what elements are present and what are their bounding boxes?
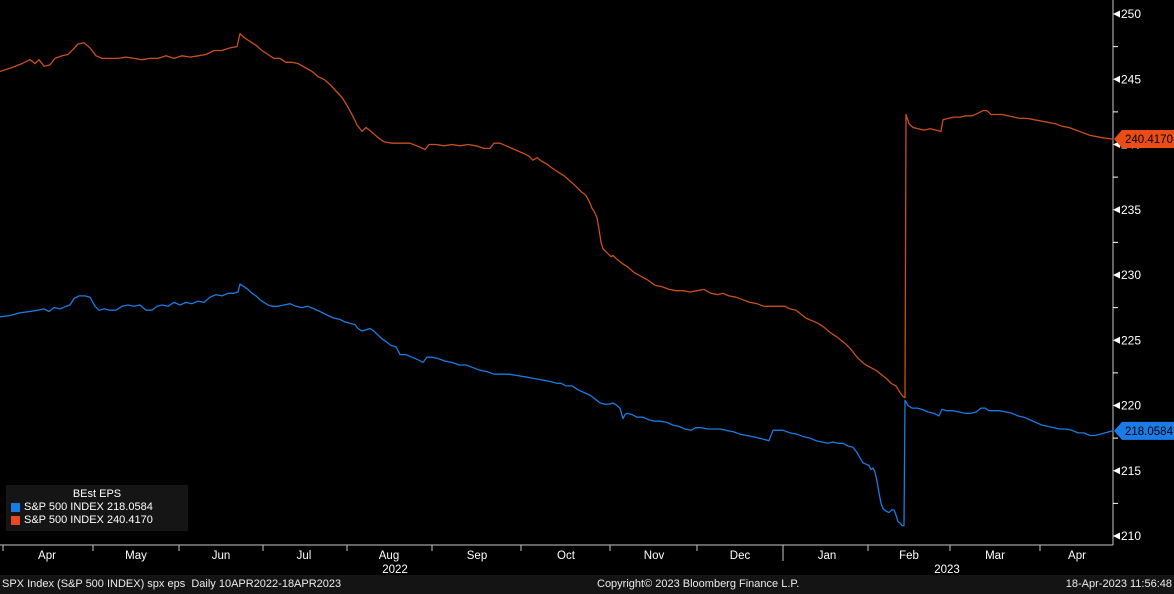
y-axis-tick-label: 235 bbox=[1121, 203, 1141, 217]
x-axis-month-label: Apr bbox=[38, 550, 56, 562]
x-axis-month-label: May bbox=[125, 550, 147, 562]
x-axis-month-label: Jan bbox=[818, 550, 837, 562]
legend-item-blue: S&P 500 INDEX 218.0584 bbox=[11, 501, 183, 514]
y-axis-major-tick bbox=[1113, 75, 1120, 83]
y-axis-major-tick bbox=[1113, 467, 1120, 475]
y-axis-major-tick bbox=[1113, 10, 1120, 18]
x-axis-month-label: Apr bbox=[1068, 550, 1086, 562]
chart-legend: BEst EPS S&P 500 INDEX 218.0584 S&P 500 … bbox=[6, 485, 188, 531]
x-axis-month-label: Aug bbox=[379, 550, 399, 562]
status-bar: SPX Index (S&P 500 INDEX) spx eps Daily … bbox=[0, 575, 1174, 594]
x-axis-month-label: Feb bbox=[899, 550, 919, 562]
y-axis-tick-label: 225 bbox=[1121, 333, 1141, 347]
y-axis-tick-label: 220 bbox=[1121, 399, 1141, 413]
y-axis-major-tick bbox=[1113, 402, 1120, 409]
status-security-info: SPX Index (S&P 500 INDEX) spx eps Daily … bbox=[2, 578, 342, 590]
y-axis-major-tick bbox=[1113, 532, 1120, 540]
x-axis-month-label: Nov bbox=[644, 550, 665, 562]
x-axis-year-label: 2023 bbox=[934, 564, 960, 576]
legend-item-orange-label: S&P 500 INDEX 240.4170 bbox=[24, 514, 153, 526]
y-axis-major-tick bbox=[1113, 271, 1120, 279]
x-axis-month-label: Jul bbox=[297, 550, 312, 562]
legend-item-orange: S&P 500 INDEX 240.4170 bbox=[11, 514, 183, 527]
y-axis-tick-label: 250 bbox=[1121, 7, 1141, 21]
x-axis-month-label: Jun bbox=[212, 550, 231, 562]
x-axis-month-label: Mar bbox=[985, 550, 1005, 562]
x-axis-month-label: Dec bbox=[730, 550, 751, 562]
x-axis-month-label: Sep bbox=[467, 550, 487, 562]
series-swatch-orange bbox=[11, 516, 20, 525]
legend-item-blue-label: S&P 500 INDEX 218.0584 bbox=[24, 501, 153, 513]
price-tag-orange bbox=[1114, 130, 1174, 149]
legend-title: BEst EPS bbox=[72, 488, 122, 500]
y-axis-tick-label: 215 bbox=[1121, 464, 1141, 478]
price-tag-blue-value: 218.0584 bbox=[1125, 426, 1174, 438]
y-axis-tick-label: 230 bbox=[1121, 268, 1141, 282]
y-axis-major-tick bbox=[1113, 336, 1120, 344]
series-line-orange bbox=[0, 32, 1114, 399]
series-line-blue bbox=[0, 283, 1114, 527]
y-axis-tick-label: 245 bbox=[1121, 72, 1141, 86]
price-tag-orange-value: 240.4170 bbox=[1125, 134, 1173, 146]
x-axis-year-label: 2022 bbox=[382, 564, 408, 576]
status-timestamp: 18-Apr-2023 11:56:48 bbox=[1065, 578, 1172, 590]
y-axis-major-tick bbox=[1113, 206, 1120, 214]
y-axis-tick-label: 210 bbox=[1121, 529, 1141, 543]
x-axis-month-label: Oct bbox=[557, 550, 576, 562]
status-copyright: Copyright© 2023 Bloomberg Finance L.P. bbox=[597, 578, 800, 590]
price-tag-blue bbox=[1114, 421, 1174, 440]
series-swatch-blue bbox=[11, 503, 20, 512]
